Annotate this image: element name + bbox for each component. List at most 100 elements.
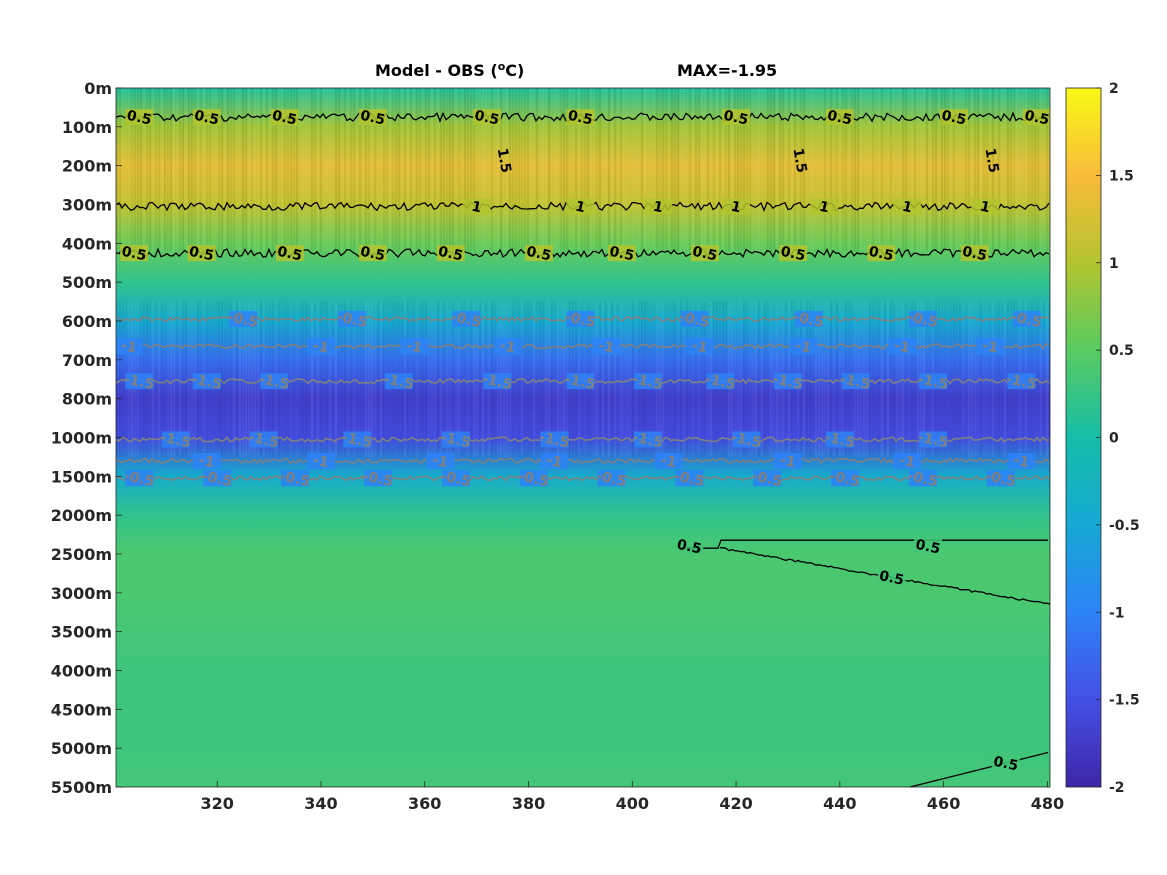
contour-label-bg bbox=[436, 245, 465, 262]
texture-stripe bbox=[164, 88, 166, 252]
y-tick-label: 600m bbox=[62, 312, 112, 331]
contour-label-bg bbox=[384, 373, 413, 390]
texture-stripe bbox=[884, 88, 886, 251]
texture-stripe bbox=[854, 88, 856, 252]
texture-stripe bbox=[320, 301, 322, 457]
contour-label: -0.5 bbox=[906, 468, 939, 490]
texture-stripe bbox=[596, 88, 598, 251]
contour-label-bg bbox=[358, 109, 387, 126]
texture-stripe bbox=[983, 88, 985, 251]
texture-stripe bbox=[482, 301, 484, 457]
texture-stripe bbox=[875, 88, 877, 251]
texture-stripe bbox=[203, 88, 205, 252]
texture-stripe bbox=[701, 301, 703, 457]
contour-label: 0.5 bbox=[473, 108, 501, 129]
contour-label: -1 bbox=[898, 452, 917, 471]
texture-stripe bbox=[1001, 88, 1003, 252]
y-tick-label: 4000m bbox=[51, 662, 112, 681]
contour-label: -1 bbox=[498, 338, 517, 357]
contour-label-bg bbox=[400, 338, 429, 355]
texture-stripe bbox=[737, 88, 739, 252]
texture-stripe bbox=[143, 88, 145, 252]
texture-stripe bbox=[647, 88, 649, 251]
texture-stripe bbox=[221, 301, 223, 457]
contour-label: 1.5 bbox=[789, 147, 809, 174]
contour-label: -1 bbox=[981, 338, 1000, 357]
texture-stripe bbox=[824, 88, 826, 252]
texture-stripe bbox=[968, 88, 970, 252]
texture-stripe bbox=[329, 88, 331, 252]
texture-stripe bbox=[620, 88, 622, 252]
contour-label-bg bbox=[753, 470, 782, 487]
texture-stripe bbox=[515, 88, 517, 252]
contour-label-bg bbox=[991, 755, 1020, 772]
texture-stripe bbox=[686, 88, 688, 252]
y-tick-label: 3000m bbox=[51, 584, 112, 603]
texture-stripe bbox=[911, 88, 913, 252]
texture-stripe bbox=[758, 301, 760, 457]
contour-label-bg bbox=[877, 569, 906, 586]
texture-stripe bbox=[224, 302, 226, 457]
colorbar-tick-label: -0.5 bbox=[1109, 518, 1140, 534]
contour-label-bg bbox=[364, 470, 393, 487]
contour-label: -1 bbox=[690, 338, 709, 357]
texture-stripe bbox=[977, 88, 979, 252]
x-axis: 320 340 360 380 400 420 440 460 480 bbox=[200, 781, 1064, 813]
texture-stripe bbox=[830, 88, 832, 252]
contour-label-bg bbox=[120, 245, 149, 262]
texture-stripe bbox=[872, 88, 874, 251]
texture-stripe bbox=[536, 88, 538, 252]
texture-stripe bbox=[809, 88, 811, 252]
texture-stripe bbox=[464, 88, 466, 252]
texture-stripe bbox=[527, 88, 529, 252]
texture-stripe bbox=[776, 88, 778, 252]
texture-stripe bbox=[587, 88, 589, 252]
contour-label: 0.5 bbox=[940, 108, 968, 129]
contour-label: -1 bbox=[597, 338, 616, 357]
texture-stripe bbox=[467, 88, 469, 252]
texture-stripe bbox=[185, 88, 187, 252]
texture-stripe bbox=[137, 88, 139, 252]
texture-stripe bbox=[503, 88, 505, 252]
texture-stripe bbox=[167, 88, 169, 252]
texture-stripe bbox=[497, 88, 499, 252]
texture-stripe bbox=[665, 302, 667, 457]
plot-area: 0.5 0.5 0.5 0.5 0.5 0.5 0.5 0.5 0.5 0.5 1 1 1 1 1 1 1 0.5… bbox=[115, 87, 1051, 788]
contour-label-bg bbox=[794, 311, 823, 328]
texture-stripe bbox=[659, 88, 661, 251]
x-tick-label: 460 bbox=[927, 794, 960, 813]
texture-stripe bbox=[344, 301, 346, 457]
colorbar: 2 1.5 1 0.5 0 -0.5 -1 -1.5 -2 bbox=[1065, 81, 1140, 796]
texture-stripe bbox=[875, 302, 877, 457]
texture-stripe bbox=[1025, 88, 1027, 252]
texture-stripe bbox=[935, 88, 937, 252]
texture-stripe bbox=[920, 88, 922, 252]
texture-stripe bbox=[917, 88, 919, 252]
contour-label: 1.5 bbox=[494, 147, 514, 174]
texture-stripe bbox=[539, 301, 541, 457]
contour-label: -0.5 bbox=[906, 309, 939, 331]
contour-label: -1.5 bbox=[1005, 371, 1038, 393]
x-tick-label: 440 bbox=[823, 794, 856, 813]
contour-label: -1.5 bbox=[631, 371, 664, 393]
texture-stripe bbox=[428, 302, 430, 457]
texture-stripe bbox=[749, 88, 751, 252]
contour-label: 1.5 bbox=[981, 147, 1001, 174]
contour-label-bg bbox=[493, 338, 522, 355]
texture-stripe bbox=[158, 88, 160, 252]
contour-label: -1 bbox=[405, 338, 424, 357]
contour-label-bg bbox=[270, 109, 299, 126]
texture-stripe bbox=[557, 301, 559, 457]
contour-label-bg bbox=[888, 338, 917, 355]
colorbar-tick-label: 2 bbox=[1109, 81, 1119, 97]
texture-stripe bbox=[881, 301, 883, 457]
texture-stripe bbox=[734, 88, 736, 252]
contour-label-bg bbox=[908, 311, 937, 328]
texture-stripe bbox=[656, 88, 658, 252]
texture-stripe bbox=[242, 88, 244, 252]
contour-label: 0.5 bbox=[525, 244, 553, 265]
contour-label: -1 bbox=[311, 338, 330, 357]
y-tick-label: 3500m bbox=[51, 623, 112, 642]
contour-label-bg bbox=[192, 109, 221, 126]
contour-label: -1.5 bbox=[771, 371, 804, 393]
